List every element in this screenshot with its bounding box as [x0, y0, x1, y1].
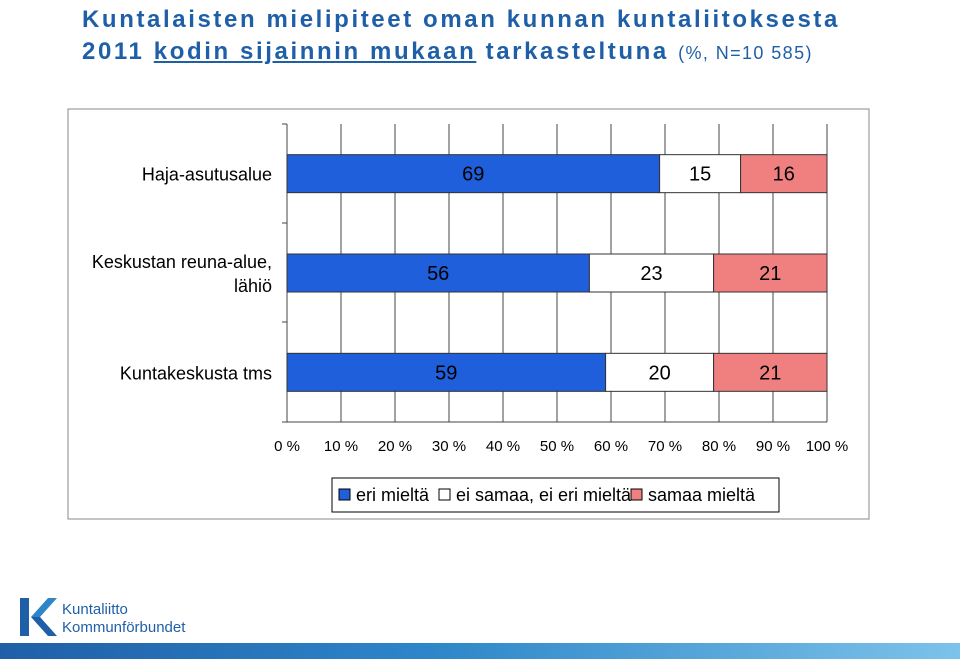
x-tick-label: 80 % [702, 438, 736, 455]
bar-segment [713, 352, 828, 392]
data-label: 23 [640, 263, 662, 285]
category-label: Keskustan reuna-alue, [92, 252, 272, 272]
stacked-bar-chart: 69 15 16 56 23 21 59 20 21 Haja-asutusalue Keskus… [67, 108, 870, 520]
data-label: 21 [759, 362, 781, 384]
bar-segment [605, 352, 715, 392]
logo-text: Kuntaliitto Kommunförbundet [62, 601, 185, 637]
x-tick-label: 0 % [274, 438, 300, 455]
category-labels: Haja-asutusalue Keskustan reuna-alue, lähi… [92, 165, 272, 384]
legend: eri mieltä ei samaa, ei eri mieltä samaa m… [331, 477, 780, 513]
legend-swatch [630, 488, 643, 501]
title-rest: tarkasteltuna [485, 38, 669, 65]
title-note: (%, N=10 585) [678, 43, 813, 63]
x-tick-label: 60 % [594, 438, 628, 455]
x-tick-label: 10 % [324, 438, 358, 455]
bar-segment [286, 154, 661, 194]
x-tick-label: 40 % [486, 438, 520, 455]
bar-segment [659, 154, 742, 194]
x-tick-label: 50 % [540, 438, 574, 455]
x-tick-label: 70 % [648, 438, 682, 455]
bar-segment [286, 352, 607, 392]
legend-swatch [438, 488, 451, 501]
bar-segment [588, 253, 715, 293]
legend-box [331, 477, 780, 513]
footer-band [0, 643, 960, 659]
data-label: 21 [759, 263, 781, 285]
title-year: 2011 [82, 38, 145, 65]
logo-line-1: Kuntaliitto [62, 601, 128, 618]
bar-segment [740, 154, 828, 194]
category-label: Kuntakeskusta tms [120, 363, 272, 383]
title-line-1: Kuntalaisten mielipiteet oman kunnan kun… [82, 6, 840, 33]
data-label: 69 [462, 164, 484, 186]
bars: 69 15 16 56 23 21 59 20 21 [286, 154, 828, 392]
chart-title: Kuntalaisten mielipiteet oman kunnan kun… [82, 4, 952, 69]
x-tick-label: 90 % [756, 438, 790, 455]
data-label: 15 [689, 164, 711, 186]
legend-swatch [338, 488, 351, 501]
title-line-2: 2011 kodin sijainnin mukaan tarkasteltun… [82, 36, 952, 69]
x-tick-label: 30 % [432, 438, 466, 455]
x-tick-label: 20 % [378, 438, 412, 455]
logo-line-2: Kommunförbundet [62, 619, 186, 636]
legend-label: ei samaa, ei eri mieltä [456, 485, 632, 505]
data-label: 20 [648, 362, 670, 384]
x-tick-label: 100 % [806, 438, 849, 455]
legend-label: eri mieltä [356, 485, 430, 505]
data-label: 59 [435, 362, 457, 384]
kuntaliitto-logo-icon [20, 598, 57, 636]
data-label: 16 [773, 164, 795, 186]
data-label: 56 [427, 263, 449, 285]
bar-segment [713, 253, 828, 293]
x-axis: 0 % 10 % 20 % 30 % 40 % 50 % 60 % 70 % 80 % 90 % 1… [274, 438, 848, 455]
legend-label: samaa mieltä [648, 485, 756, 505]
title-underlined: kodin sijainnin mukaan [153, 38, 477, 65]
category-label: Haja-asutusalue [142, 165, 272, 185]
category-label: lähiö [234, 276, 272, 296]
